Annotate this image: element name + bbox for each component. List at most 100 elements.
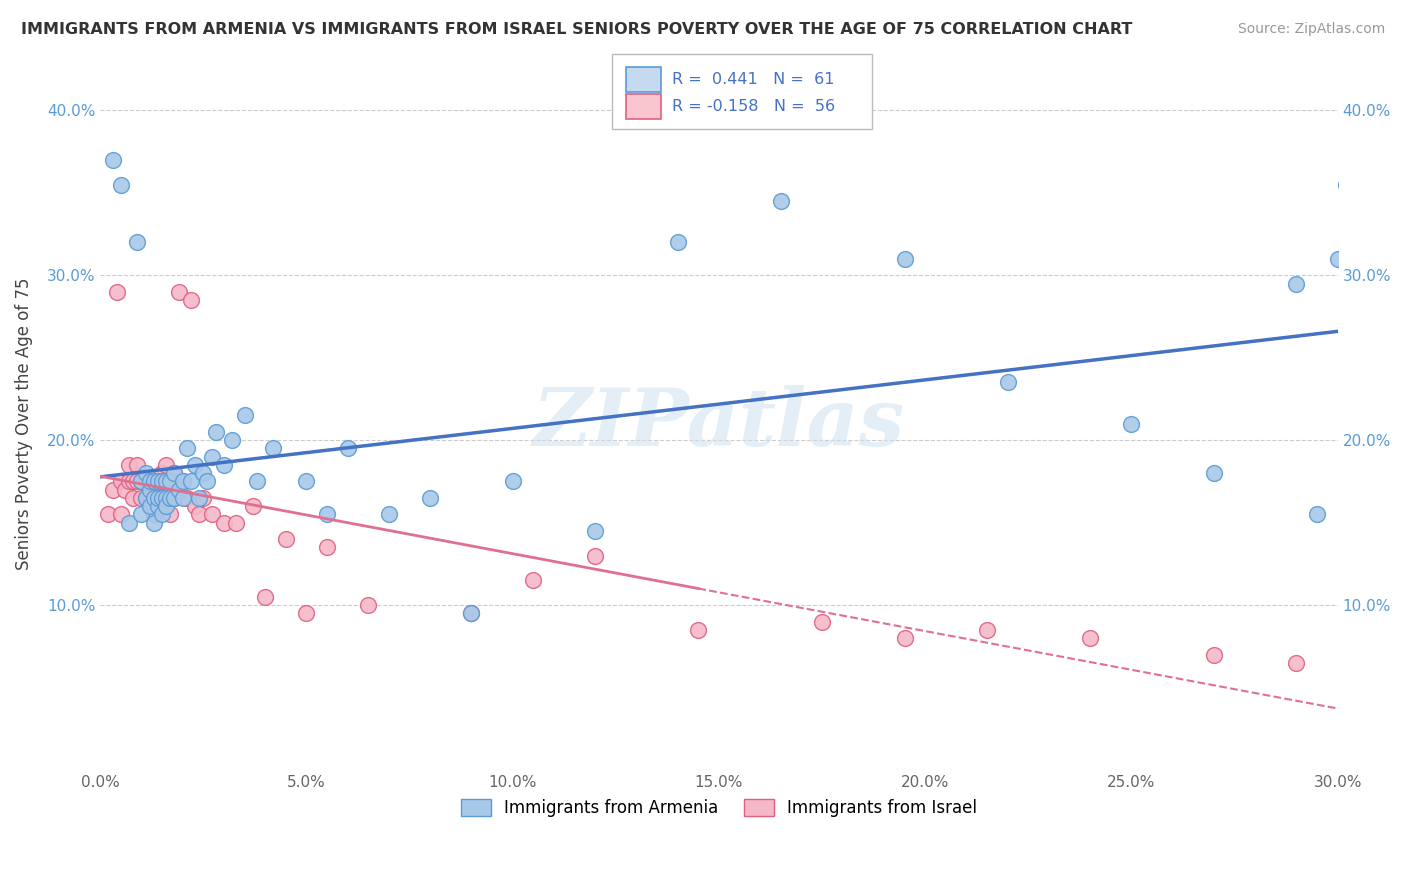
Point [155, 491, 177, 505]
Point [316, 508, 339, 522]
Point [1285, 656, 1308, 670]
Point [1334, 178, 1357, 192]
Point [997, 376, 1019, 390]
Point [118, 458, 141, 472]
Point [150, 491, 173, 505]
Point [155, 483, 177, 497]
Point [139, 483, 162, 497]
Text: IMMIGRANTS FROM ARMENIA VS IMMIGRANTS FROM ISRAEL SENIORS POVERTY OVER THE AGE O: IMMIGRANTS FROM ARMENIA VS IMMIGRANTS FR… [21, 22, 1132, 37]
Point [188, 491, 211, 505]
Point [201, 508, 224, 522]
Point [336, 442, 359, 456]
Text: R =  0.441   N =  61: R = 0.441 N = 61 [672, 72, 835, 87]
Point [135, 466, 157, 480]
Point [419, 491, 441, 505]
Point [110, 508, 132, 522]
Point [146, 491, 169, 505]
Point [176, 491, 198, 505]
Point [150, 466, 173, 480]
Point [180, 475, 202, 489]
Point [357, 598, 380, 612]
Point [172, 475, 194, 489]
Point [1306, 508, 1329, 522]
Point [139, 475, 162, 489]
Point [146, 499, 169, 513]
Point [146, 475, 169, 489]
Point [201, 450, 224, 464]
Point [163, 466, 186, 480]
Point [976, 623, 998, 637]
Point [212, 516, 235, 530]
Point [1202, 648, 1225, 662]
Point [172, 491, 194, 505]
Point [118, 475, 141, 489]
Point [378, 508, 401, 522]
Text: ZIPatlas: ZIPatlas [533, 385, 905, 462]
Point [155, 475, 177, 489]
Point [167, 285, 190, 299]
Point [139, 475, 162, 489]
Point [893, 252, 915, 266]
Point [666, 235, 689, 250]
Point [142, 491, 165, 505]
Point [460, 607, 482, 621]
Y-axis label: Seniors Poverty Over the Age of 75: Seniors Poverty Over the Age of 75 [15, 277, 32, 570]
Point [769, 194, 792, 208]
Point [274, 532, 297, 546]
Point [142, 516, 165, 530]
Point [101, 483, 124, 497]
Text: Source: ZipAtlas.com: Source: ZipAtlas.com [1237, 22, 1385, 37]
Point [127, 458, 149, 472]
Point [176, 442, 198, 456]
Point [127, 235, 149, 250]
Point [110, 475, 132, 489]
Point [163, 466, 186, 480]
Point [122, 491, 145, 505]
Point [150, 491, 173, 505]
Point [295, 607, 318, 621]
Point [159, 483, 181, 497]
Point [110, 178, 132, 192]
Point [502, 475, 524, 489]
Point [155, 458, 177, 472]
Point [263, 442, 285, 456]
Point [1285, 277, 1308, 291]
Point [167, 483, 190, 497]
Point [135, 491, 157, 505]
Point [122, 475, 145, 489]
Point [204, 425, 226, 439]
Point [142, 475, 165, 489]
Point [150, 475, 173, 489]
Point [1078, 631, 1101, 645]
Point [688, 623, 710, 637]
Point [242, 499, 264, 513]
Point [184, 499, 207, 513]
Point [193, 491, 215, 505]
Point [131, 508, 153, 522]
Point [163, 491, 186, 505]
Point [159, 508, 181, 522]
Point [159, 491, 181, 505]
Point [135, 475, 157, 489]
Point [131, 475, 153, 489]
Point [246, 475, 269, 489]
Point [233, 409, 256, 423]
Text: R = -0.158   N =  56: R = -0.158 N = 56 [672, 99, 835, 113]
Point [114, 483, 136, 497]
Point [893, 631, 915, 645]
Point [150, 508, 173, 522]
Point [316, 541, 339, 555]
Point [131, 491, 153, 505]
Point [212, 458, 235, 472]
Point [193, 466, 215, 480]
Point [180, 293, 202, 307]
Point [118, 516, 141, 530]
Point [522, 574, 544, 588]
Point [105, 285, 128, 299]
Point [142, 491, 165, 505]
Point [1202, 466, 1225, 480]
Point [460, 607, 482, 621]
Point [101, 153, 124, 167]
Point [254, 590, 277, 604]
Point [139, 499, 162, 513]
